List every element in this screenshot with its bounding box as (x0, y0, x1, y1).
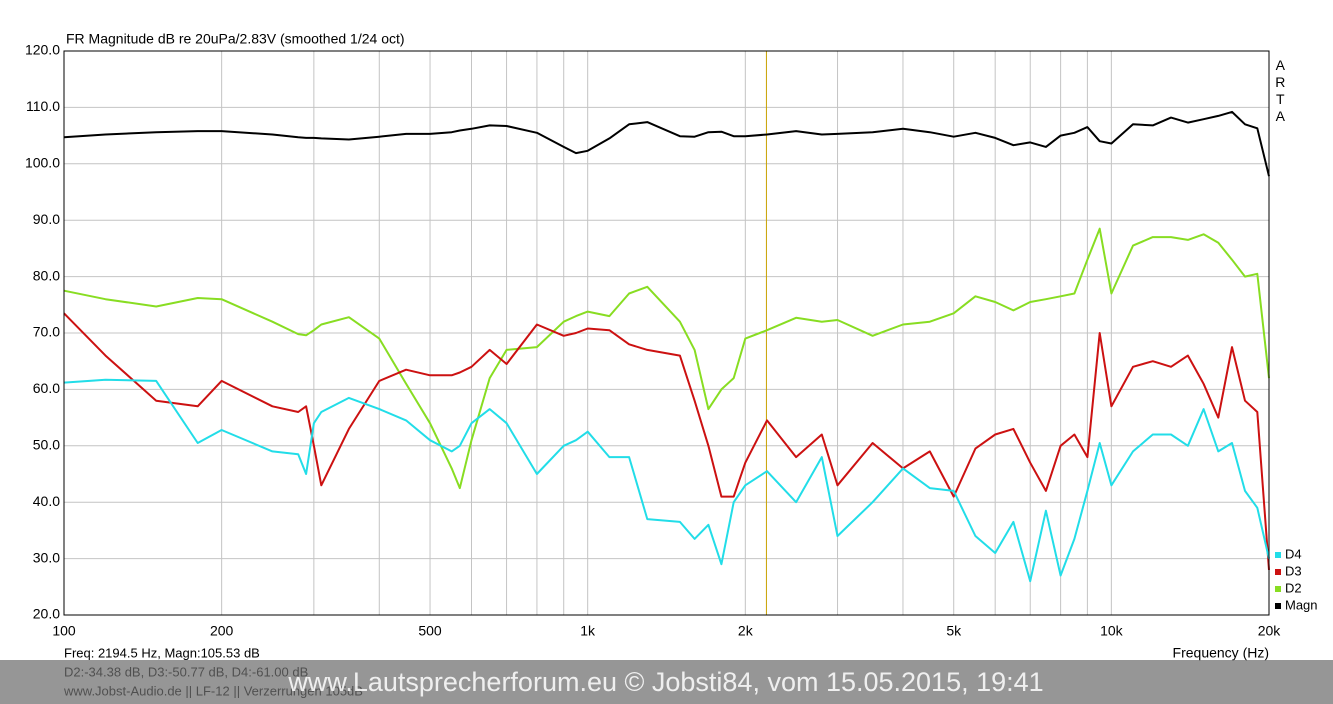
y-tick-label: 60.0 (33, 380, 60, 396)
x-tick-label: 2k (738, 623, 754, 639)
brand: ARTA (1272, 57, 1288, 125)
y-tick-label: 20.0 (33, 606, 60, 622)
series-line (63, 227, 1270, 490)
x-tick-label: 500 (418, 623, 442, 639)
watermark-band (0, 660, 1333, 704)
legend-label: D2 (1285, 580, 1302, 595)
readout-text: Freq: 2194.5 Hz, Magn:105.53 dB (64, 645, 260, 660)
chart-title: FR Magnitude dB re 20uPa/2.83V (smoothed… (66, 31, 405, 47)
y-tick-label: 80.0 (33, 267, 60, 283)
x-tick-label: 200 (210, 623, 234, 639)
x-axis-label: Frequency (Hz) (1173, 645, 1269, 661)
legend-label: D4 (1285, 546, 1302, 561)
x-tick-label: 100 (52, 623, 76, 639)
series-line (63, 110, 1270, 177)
plot-border (63, 50, 1270, 616)
watermark: www.Lautsprecherforum.eu © Jobsti84, vom… (287, 667, 1043, 697)
y-tick-label: 50.0 (33, 437, 60, 453)
y-tick-label: 100.0 (25, 155, 60, 171)
legend-swatch (1275, 569, 1281, 575)
y-tick-label: 120.0 (25, 42, 60, 58)
legend-label: D3 (1285, 563, 1302, 578)
x-tick-label: 20k (1258, 623, 1282, 639)
legend-swatch (1275, 586, 1281, 592)
y-tick-label: 110.0 (26, 98, 60, 114)
y-tick-label: 90.0 (33, 211, 60, 227)
y-tick-label: 30.0 (33, 549, 60, 565)
x-tick-label: 10k (1100, 623, 1124, 639)
y-tick-label: 40.0 (33, 493, 60, 509)
series-line (63, 312, 1270, 570)
series-line (63, 378, 1270, 583)
x-tick-label: 1k (580, 623, 596, 639)
y-tick-label: 70.0 (33, 324, 60, 340)
legend-label: Magn (1285, 597, 1318, 612)
x-tick-label: 5k (946, 623, 962, 639)
legend-swatch (1275, 552, 1281, 558)
legend-swatch (1275, 603, 1281, 609)
